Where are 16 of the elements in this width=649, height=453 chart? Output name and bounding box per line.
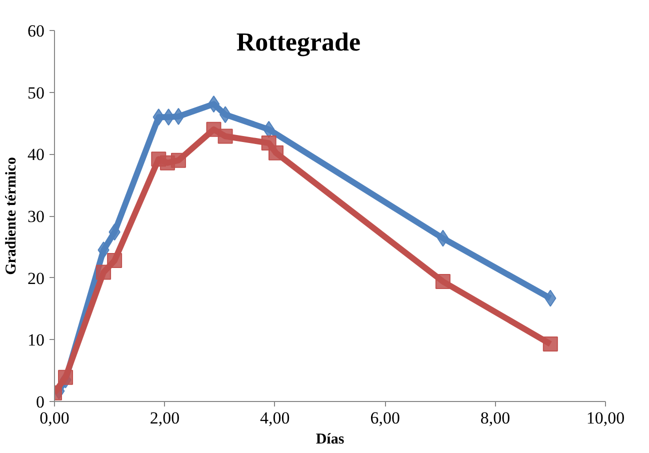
y-tick-label: 10 xyxy=(28,330,44,350)
chart-title: Rottegrade xyxy=(236,27,361,56)
x-tick-label: 8,00 xyxy=(480,408,510,428)
y-tick-label: 0 xyxy=(36,392,44,412)
y-tick-label: 30 xyxy=(28,207,44,226)
y-tick-label: 50 xyxy=(28,83,44,102)
x-tick-label: 0,00 xyxy=(40,408,70,428)
y-tick-label: 60 xyxy=(28,22,44,40)
x-axis-title: Días xyxy=(316,432,344,448)
y-axis-title: Gradiente térmico xyxy=(4,157,20,275)
x-tick-label: 10,00 xyxy=(586,408,625,428)
y-tick-label: 40 xyxy=(28,145,44,164)
x-tick-label: 4,00 xyxy=(260,408,290,428)
y-tick-label: 20 xyxy=(28,268,44,288)
x-tick-label: 6,00 xyxy=(370,408,400,428)
x-tick-label: 2,00 xyxy=(150,408,180,428)
